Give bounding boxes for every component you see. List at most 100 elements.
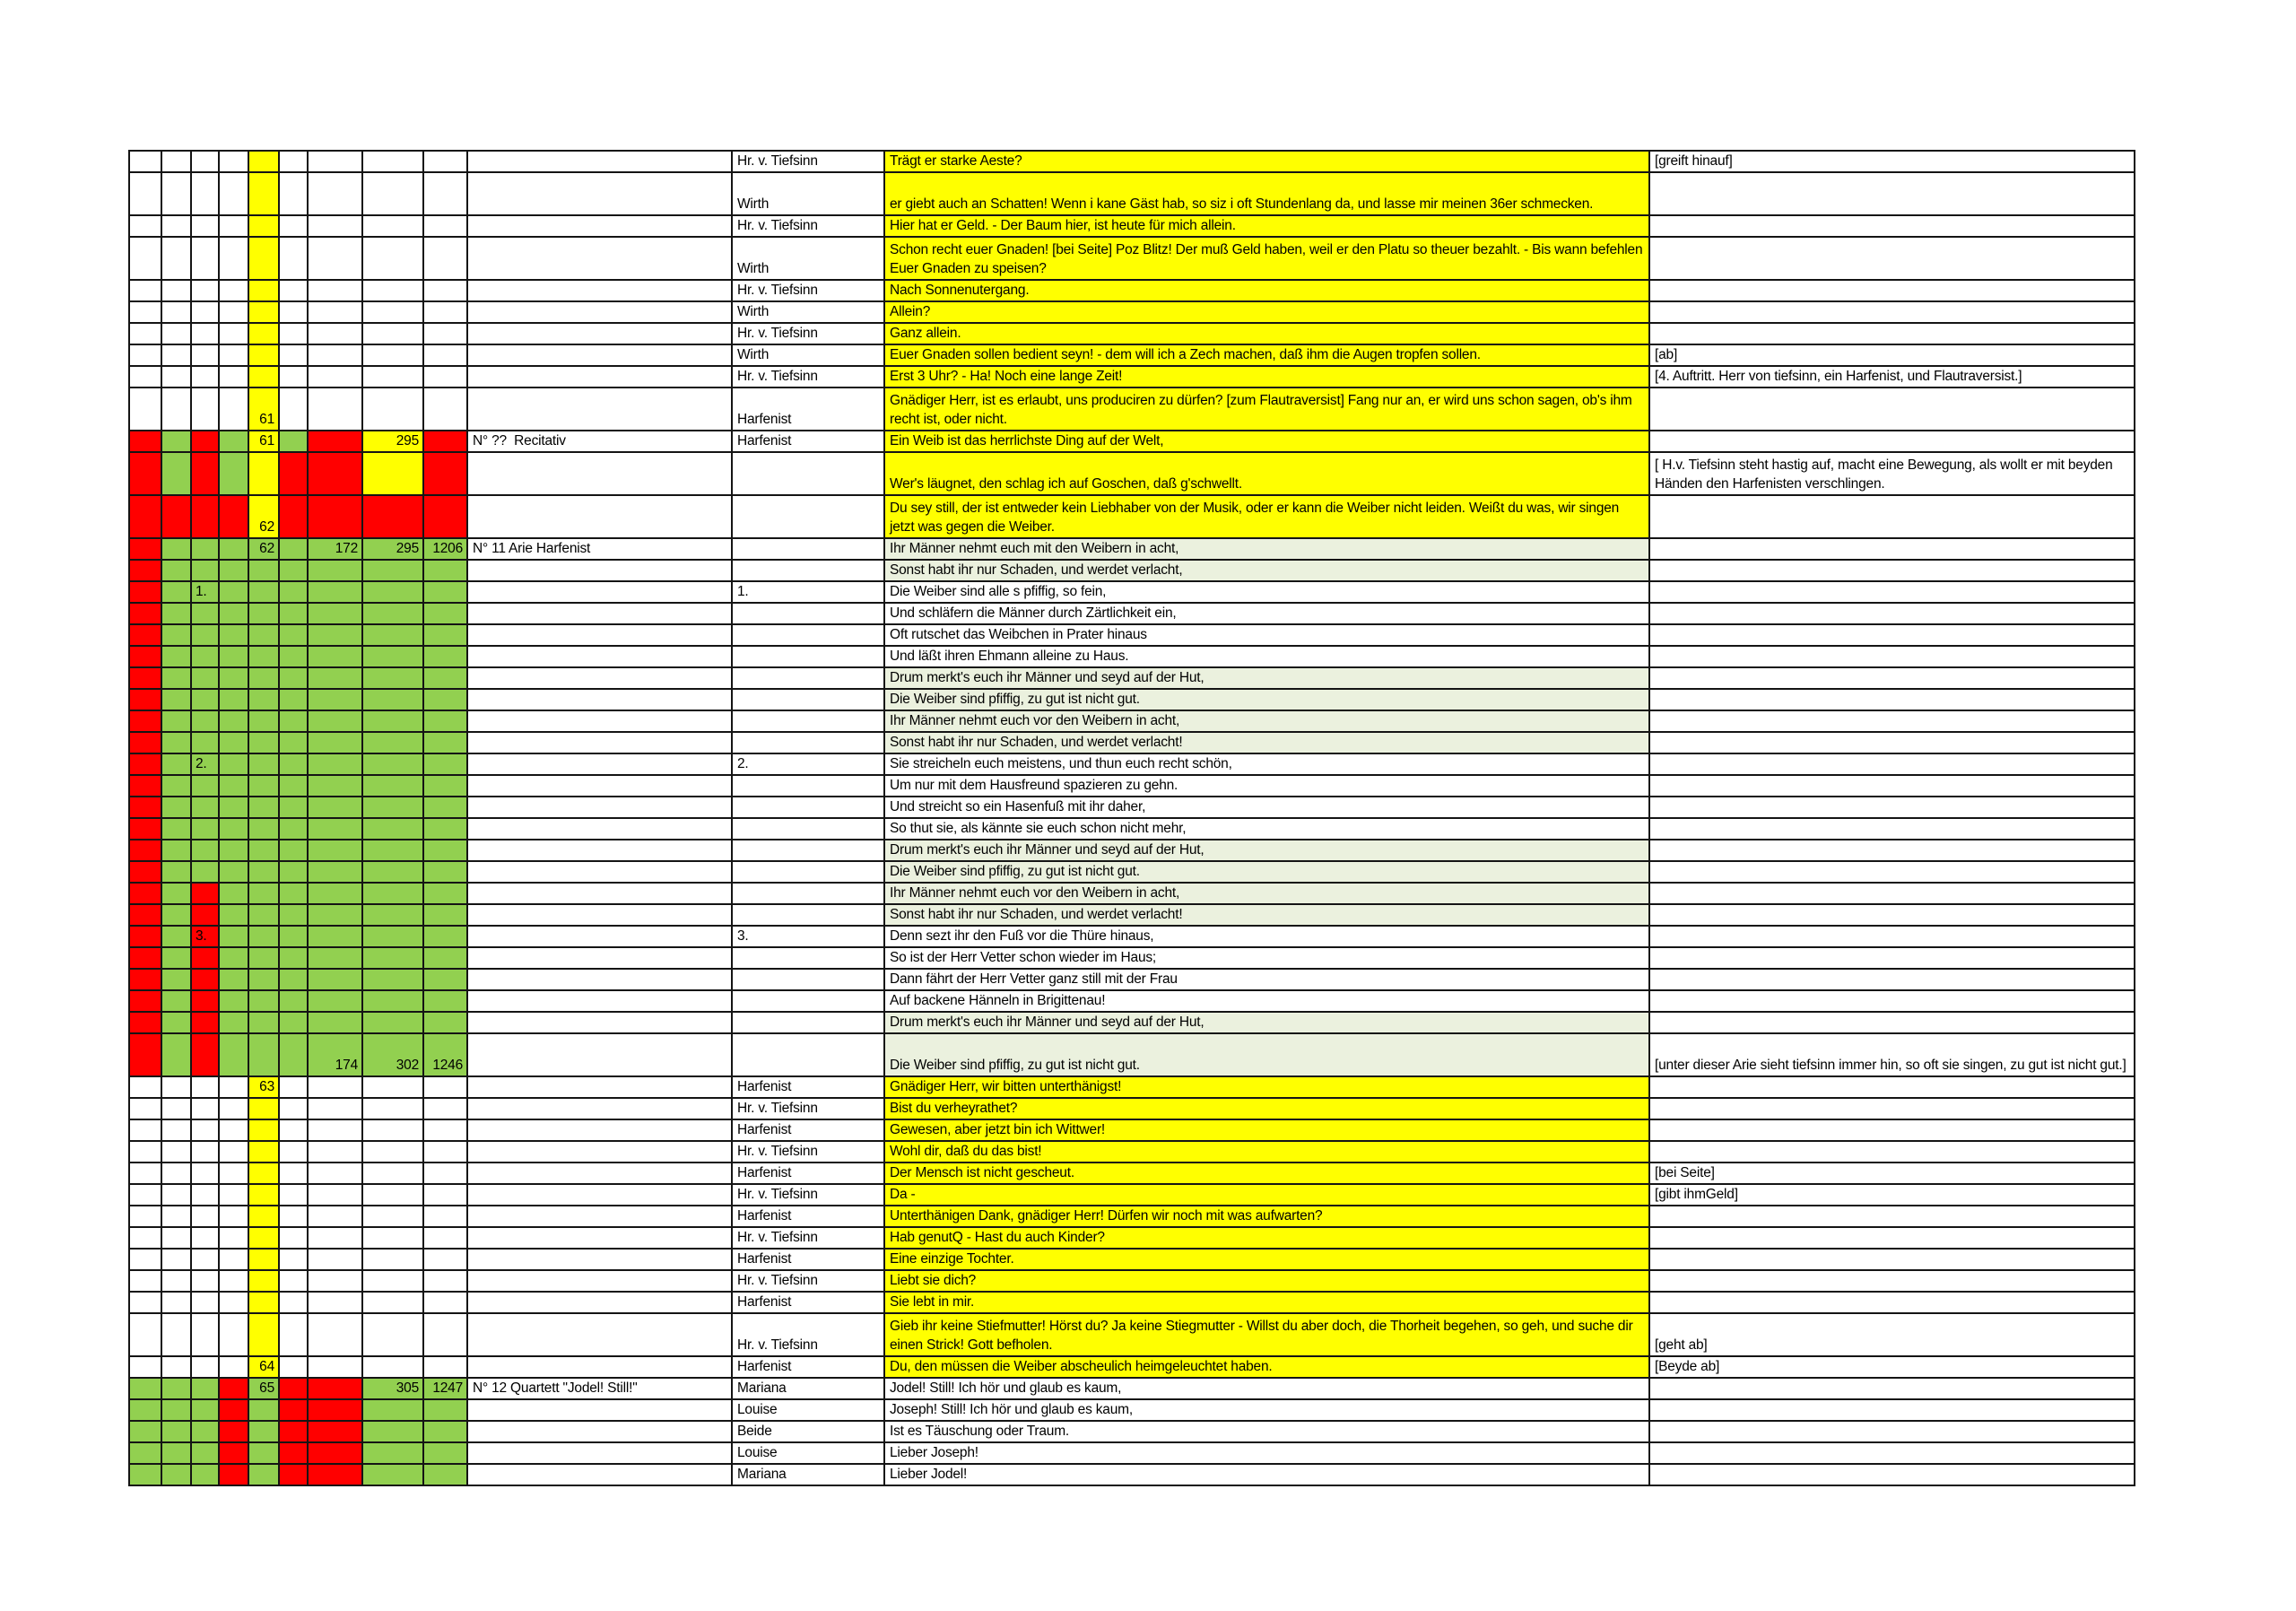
status-color-cell	[280, 173, 309, 216]
status-color-cell	[309, 238, 363, 281]
number-title-cell	[468, 690, 733, 711]
libretto-score-table: Hr. v. Tiefsinn Trägt er starke Aeste? [gr…	[128, 150, 2135, 1486]
status-color-cell	[130, 668, 162, 690]
stage-direction-cell	[1650, 582, 2135, 604]
status-color-cell	[424, 1400, 468, 1422]
number-title-cell	[468, 970, 733, 991]
status-color-cell	[220, 1185, 249, 1206]
table-row: Hr. v. Tiefsinn Bist du verheyrathet?	[130, 1099, 2135, 1120]
status-color-cell	[130, 1013, 162, 1034]
table-row: Sonst habt ihr nur Schaden, und werdet v…	[130, 561, 2135, 582]
status-color-cell	[309, 152, 363, 173]
table-row: Harfenist Sie lebt in mir.	[130, 1293, 2135, 1314]
status-color-cell	[192, 1400, 220, 1422]
stage-direction-cell: [4. Auftritt. Herr von tiefsinn, ein Har…	[1650, 367, 2135, 388]
status-color-cell	[249, 152, 280, 173]
status-color-cell	[130, 970, 162, 991]
speaker-cell	[733, 496, 885, 539]
number-title-cell	[468, 302, 733, 324]
status-color-cell	[280, 604, 309, 625]
status-color-cell	[424, 884, 468, 905]
status-color-cell	[363, 1099, 424, 1120]
status-color-cell	[162, 1185, 192, 1206]
status-color-cell	[220, 1271, 249, 1293]
status-color-cell	[424, 1185, 468, 1206]
measure-number-cell: 305	[363, 1379, 424, 1400]
stage-direction-cell	[1650, 905, 2135, 927]
table-row: Um nur mit dem Hausfreund spazieren zu g…	[130, 776, 2135, 797]
status-color-cell	[192, 797, 220, 819]
dialogue-text-cell: Gnädiger Herr, wir bitten unterthänigst!	[885, 1077, 1650, 1099]
status-color-cell	[280, 1422, 309, 1443]
status-color-cell	[220, 819, 249, 840]
status-color-cell	[192, 1443, 220, 1465]
status-color-cell	[424, 216, 468, 238]
speaker-cell	[733, 776, 885, 797]
status-color-cell	[424, 388, 468, 431]
stage-direction-cell	[1650, 690, 2135, 711]
status-color-cell	[130, 561, 162, 582]
status-color-cell	[249, 1206, 280, 1228]
status-color-cell	[309, 733, 363, 754]
table-row: 62 Du sey still, der ist entweder kein Li…	[130, 496, 2135, 539]
table-row: Hr. v. Tiefsinn Da - [gibt ihmGeld]	[130, 1185, 2135, 1206]
table-row: Harfenist Der Mensch ist nicht gescheut.[…	[130, 1163, 2135, 1185]
status-color-cell	[280, 927, 309, 948]
stage-direction-cell: [ H.v. Tiefsinn steht hastig auf, macht …	[1650, 453, 2135, 496]
status-color-cell	[130, 1206, 162, 1228]
status-color-cell	[280, 216, 309, 238]
status-color-cell	[424, 431, 468, 453]
status-color-cell	[363, 1293, 424, 1314]
status-color-cell	[162, 1034, 192, 1077]
table-row: 2. 2. Sie streicheln euch meistens, und th…	[130, 754, 2135, 776]
table-row: 174 302 1246 Die Weiber sind pfiffig, zu gu…	[130, 1034, 2135, 1077]
stage-direction-cell	[1650, 948, 2135, 970]
number-title-cell: N° 12 Quartett "Jodel! Still!"	[468, 1379, 733, 1400]
number-title-cell	[468, 927, 733, 948]
status-color-cell	[162, 1379, 192, 1400]
table-row: Und läßt ihren Ehmann alleine zu Haus.	[130, 647, 2135, 668]
status-color-cell	[162, 302, 192, 324]
status-color-cell	[220, 388, 249, 431]
number-title-cell	[468, 991, 733, 1013]
measure-number-cell: 1246	[424, 1034, 468, 1077]
status-color-cell	[363, 152, 424, 173]
dialogue-text-cell: Der Mensch ist nicht gescheut.	[885, 1163, 1650, 1185]
table-row: So ist der Herr Vetter schon wieder im H…	[130, 948, 2135, 970]
number-title-cell	[468, 905, 733, 927]
status-color-cell	[363, 647, 424, 668]
number-title-cell	[468, 819, 733, 840]
status-color-cell	[130, 152, 162, 173]
status-color-cell	[162, 1422, 192, 1443]
status-color-cell	[192, 1099, 220, 1120]
status-color-cell	[220, 604, 249, 625]
status-color-cell	[130, 776, 162, 797]
status-color-cell	[309, 281, 363, 302]
status-color-cell	[192, 431, 220, 453]
status-color-cell	[162, 862, 192, 884]
number-title-cell	[468, 173, 733, 216]
measure-number-cell: 1247	[424, 1379, 468, 1400]
status-color-cell	[280, 1443, 309, 1465]
status-color-cell	[424, 281, 468, 302]
status-color-cell	[309, 1293, 363, 1314]
status-color-cell	[309, 1465, 363, 1486]
status-color-cell	[220, 561, 249, 582]
status-color-cell	[363, 324, 424, 345]
speaker-cell: Hr. v. Tiefsinn	[733, 152, 885, 173]
status-color-cell	[249, 1293, 280, 1314]
status-color-cell	[192, 690, 220, 711]
status-color-cell	[130, 1120, 162, 1142]
status-color-cell	[130, 840, 162, 862]
number-title-cell	[468, 1077, 733, 1099]
speaker-cell: 3.	[733, 927, 885, 948]
status-color-cell	[424, 948, 468, 970]
status-color-cell	[309, 1013, 363, 1034]
status-color-cell	[220, 690, 249, 711]
number-title-cell	[468, 733, 733, 754]
status-color-cell	[424, 927, 468, 948]
status-color-cell	[424, 1422, 468, 1443]
status-color-cell	[192, 173, 220, 216]
table-row: Und streicht so ein Hasenfuß mit ihr dah…	[130, 797, 2135, 819]
status-color-cell	[424, 991, 468, 1013]
